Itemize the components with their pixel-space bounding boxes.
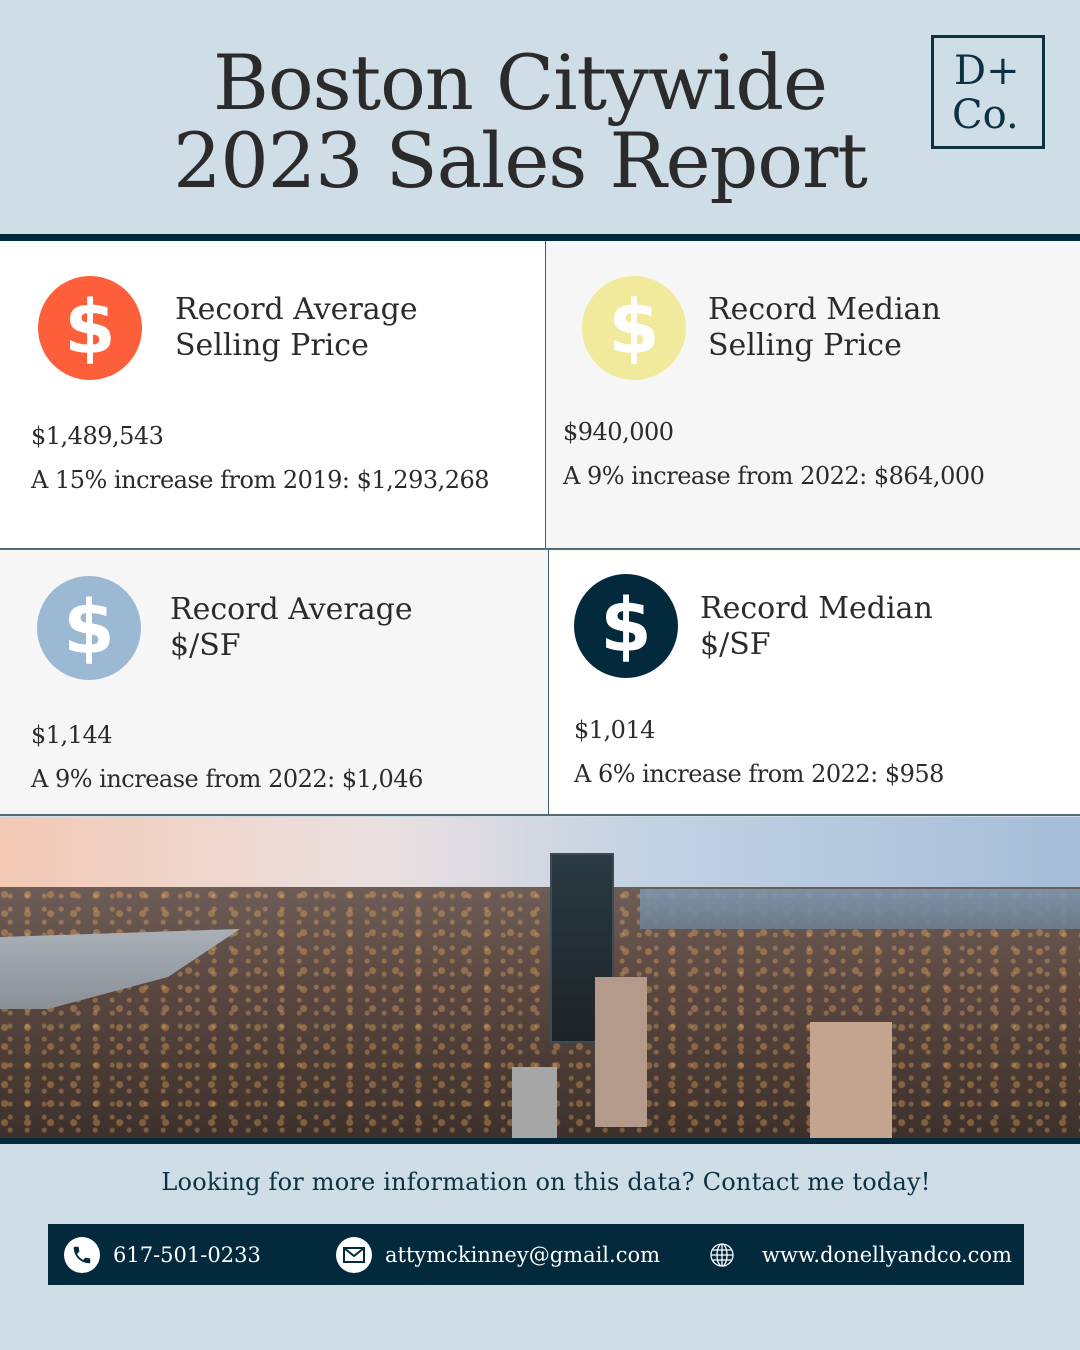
metric-change: A 6% increase from 2022: $958 [574, 760, 944, 788]
metric-title: Record Average $/SF [170, 592, 413, 663]
email-address: attymckinney@gmail.com [385, 1242, 661, 1267]
dollar-coin-icon: $ [38, 276, 142, 380]
boston-skyline-photo [0, 817, 1080, 1138]
metric-card-avg-price-per-sf: $ Record Average $/SF $1,144 A 9% increa… [0, 549, 548, 816]
contact-bar: 617-501-0233 attymckinney@gmail.com www.… [48, 1224, 1024, 1285]
metric-title: Record Median $/SF [700, 591, 933, 662]
brand-logo: D+ Co. [931, 35, 1045, 149]
metric-change: A 15% increase from 2019: $1,293,268 [31, 466, 490, 494]
grid-divider-horizontal [0, 814, 1080, 816]
dollar-coin-icon: $ [574, 574, 678, 678]
page-title: Boston Citywide 2023 Sales Report [0, 44, 1040, 200]
photo-divider [0, 1138, 1080, 1144]
metric-card-median-price-per-sf: $ Record Median $/SF $1,014 A 6% increas… [548, 549, 1080, 816]
metric-value: $1,144 [31, 721, 112, 749]
metric-change: A 9% increase from 2022: $1,046 [31, 765, 423, 793]
metric-change: A 9% increase from 2022: $864,000 [563, 462, 985, 490]
metrics-grid: $ Record Average Selling Price $1,489,54… [0, 241, 1080, 816]
title-line-2: 2023 Sales Report [173, 116, 868, 205]
grid-divider-vertical [548, 549, 549, 816]
grid-divider-vertical [545, 241, 546, 549]
website-url: www.donellyandco.com [762, 1242, 1012, 1267]
metric-value: $1,014 [574, 716, 655, 744]
title-line-1: Boston Citywide [213, 38, 828, 127]
metric-title: Record Median Selling Price [708, 292, 941, 363]
grid-divider-horizontal [0, 548, 1080, 550]
metric-card-median-selling-price: $ Record Median Selling Price $940,000 A… [546, 241, 1080, 549]
phone-icon [64, 1236, 100, 1273]
globe-icon [708, 1241, 736, 1269]
logo-line-1: D+ [954, 48, 1020, 94]
logo-line-2: Co. [952, 92, 1019, 138]
envelope-icon [336, 1236, 372, 1273]
contact-phone[interactable]: 617-501-0233 [64, 1224, 261, 1285]
dollar-coin-icon: $ [37, 576, 141, 680]
contact-website[interactable]: www.donellyandco.com [708, 1224, 1012, 1285]
metric-value: $940,000 [563, 418, 674, 446]
header-divider [0, 234, 1080, 241]
dollar-coin-icon: $ [582, 276, 686, 380]
contact-email[interactable]: attymckinney@gmail.com [336, 1224, 660, 1285]
metric-card-avg-selling-price: $ Record Average Selling Price $1,489,54… [0, 241, 546, 549]
header: Boston Citywide 2023 Sales Report D+ Co. [0, 0, 1080, 234]
phone-number: 617-501-0233 [113, 1242, 261, 1267]
contact-cta: Looking for more information on this dat… [161, 1168, 931, 1196]
metric-value: $1,489,543 [31, 422, 164, 450]
metric-title: Record Average Selling Price [175, 292, 418, 363]
